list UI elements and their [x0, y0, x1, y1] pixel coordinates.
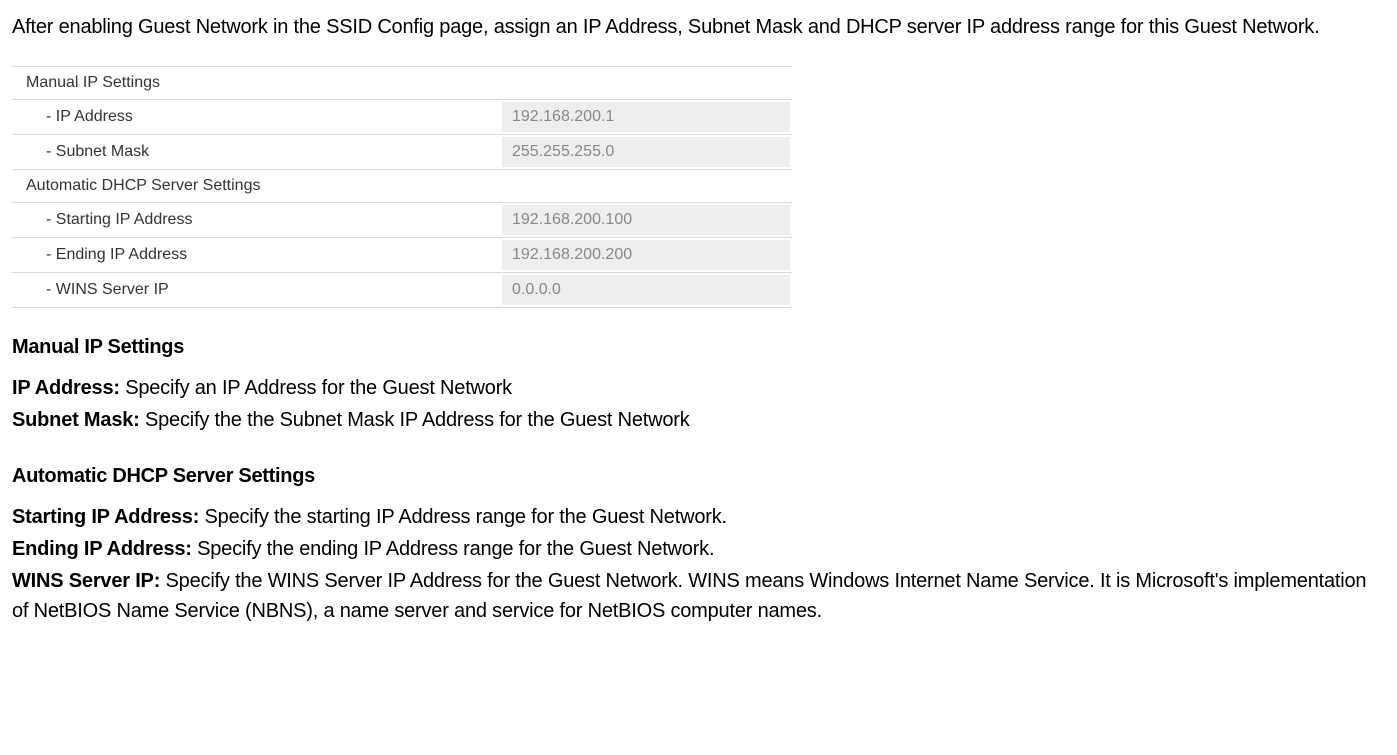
ip-address-desc: IP Address: Specify an IP Address for th… — [12, 373, 1385, 403]
ip-address-label: - IP Address — [12, 102, 502, 132]
subnet-input[interactable] — [502, 137, 790, 167]
start-ip-row: - Starting IP Address — [12, 203, 792, 238]
ip-address-row: - IP Address — [12, 100, 792, 135]
start-ip-desc: Starting IP Address: Specify the startin… — [12, 502, 1385, 532]
manual-ip-header-row: Manual IP Settings — [12, 67, 792, 100]
end-ip-row: - Ending IP Address — [12, 238, 792, 273]
end-ip-desc-label: Ending IP Address: — [12, 538, 192, 560]
manual-desc-block: IP Address: Specify an IP Address for th… — [12, 373, 1385, 435]
start-ip-input[interactable] — [502, 205, 790, 235]
subnet-desc-text: Specify the the Subnet Mask IP Address f… — [140, 409, 690, 431]
ip-address-desc-label: IP Address: — [12, 377, 120, 399]
manual-ip-header-label: Manual IP Settings — [12, 68, 502, 98]
subnet-row: - Subnet Mask — [12, 135, 792, 170]
end-ip-desc-text: Specify the ending IP Address range for … — [192, 538, 715, 560]
dhcp-desc-block: Starting IP Address: Specify the startin… — [12, 502, 1385, 626]
intro-paragraph: After enabling Guest Network in the SSID… — [12, 12, 1385, 42]
wins-desc-label: WINS Server IP: — [12, 570, 160, 592]
settings-panel: Manual IP Settings - IP Address - Subnet… — [12, 66, 792, 308]
wins-input[interactable] — [502, 275, 790, 305]
dhcp-header-row: Automatic DHCP Server Settings — [12, 170, 792, 203]
end-ip-label: - Ending IP Address — [12, 240, 502, 270]
subnet-label: - Subnet Mask — [12, 137, 502, 167]
dhcp-header-label: Automatic DHCP Server Settings — [12, 171, 502, 201]
wins-desc-text: Specify the WINS Server IP Address for t… — [12, 570, 1366, 622]
ip-address-input[interactable] — [502, 102, 790, 132]
wins-row: - WINS Server IP — [12, 273, 792, 308]
start-ip-desc-text: Specify the starting IP Address range fo… — [199, 506, 727, 528]
start-ip-label: - Starting IP Address — [12, 205, 502, 235]
wins-desc: WINS Server IP: Specify the WINS Server … — [12, 566, 1385, 626]
end-ip-desc: Ending IP Address: Specify the ending IP… — [12, 534, 1385, 564]
subnet-desc-label: Subnet Mask: — [12, 409, 140, 431]
wins-label: - WINS Server IP — [12, 275, 502, 305]
start-ip-desc-label: Starting IP Address: — [12, 506, 199, 528]
subnet-desc: Subnet Mask: Specify the the Subnet Mask… — [12, 405, 1385, 435]
end-ip-input[interactable] — [502, 240, 790, 270]
ip-address-desc-text: Specify an IP Address for the Guest Netw… — [120, 377, 512, 399]
manual-section-heading: Manual IP Settings — [12, 336, 1385, 359]
dhcp-section-heading: Automatic DHCP Server Settings — [12, 465, 1385, 488]
